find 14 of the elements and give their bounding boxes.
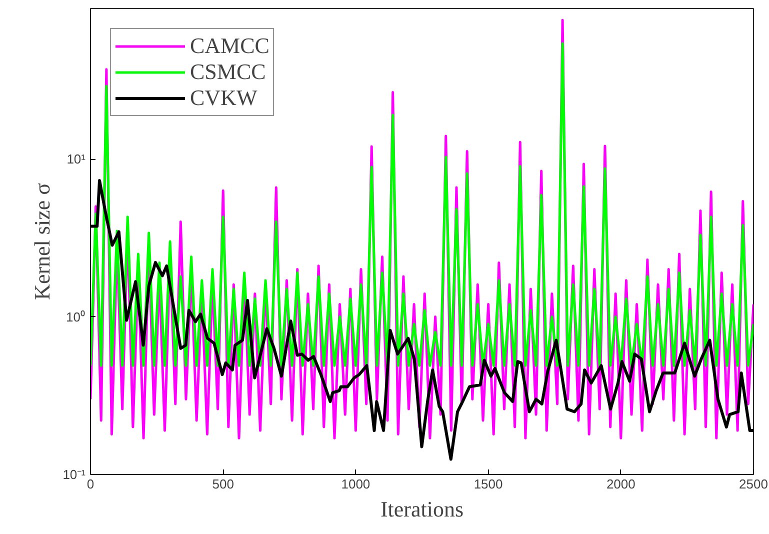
- x-tick-label: 2500: [739, 476, 768, 492]
- y-axis-title: Kernel size σ: [30, 182, 55, 300]
- x-tick-label: 1500: [474, 476, 503, 492]
- x-axis-title: Iterations: [380, 496, 464, 522]
- x-tick-label: 500: [212, 476, 234, 492]
- y-tick-label: 10¹: [66, 152, 86, 167]
- legend-label: CSMCC: [190, 59, 266, 85]
- y-tick-label: 10⁰: [66, 309, 86, 324]
- y-tick-label: 10⁻¹: [62, 467, 86, 482]
- x-tick-label: 1000: [341, 476, 370, 492]
- legend-label: CAMCC: [190, 33, 270, 59]
- x-tick-label: 2000: [606, 476, 636, 492]
- legend-label: CVKW: [190, 85, 258, 111]
- x-tick-label: 0: [86, 476, 94, 492]
